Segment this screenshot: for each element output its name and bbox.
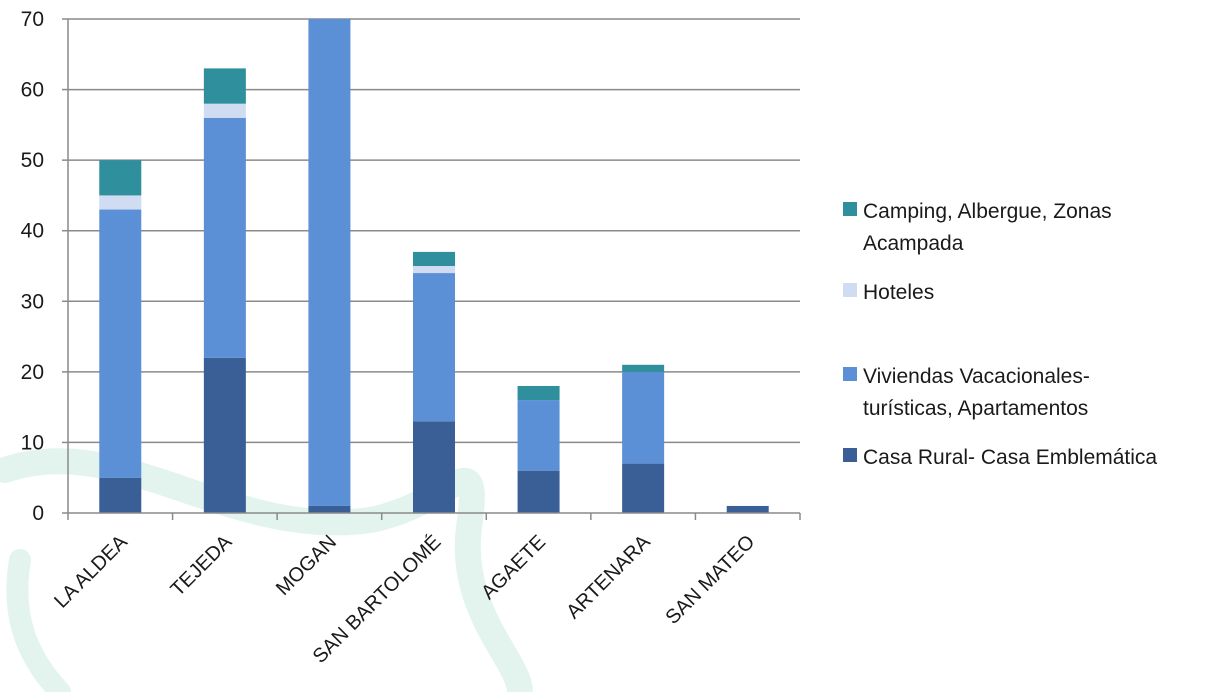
axes [62, 18, 801, 520]
bar-artenara-camping-albergue-zonas-acampada [622, 364, 665, 372]
legend-swatch-casa-rural [843, 448, 857, 462]
x-tick-label: MOGAN [272, 531, 341, 600]
x-tick-label: TEJEDA [167, 531, 237, 601]
legend-swatch-camping [843, 202, 857, 216]
y-tick-label: 50 [21, 149, 44, 172]
y-tick-label: 60 [21, 79, 44, 102]
bar-san-bartolome-hoteles [413, 266, 455, 274]
bar-mogan-viviendas-vacacionales-turisticas-apartamentos [308, 19, 351, 506]
legend-item-camping: Camping, Albergue, Zonas Acampada [843, 196, 1112, 260]
bar-tejeda-casa-rural-casa-emblematica [203, 357, 246, 513]
bar-agaete-casa-rural-casa-emblematica [517, 470, 560, 513]
bar-san-bartolome-camping-albergue-zonas-acampada [413, 251, 455, 266]
legend-label-viviendas: Viviendas Vacacionales- turísticas, Apar… [863, 365, 1090, 420]
bar-la-aldea-viviendas-vacacionales-turisticas-apartamentos [99, 209, 142, 478]
legend-swatch-viviendas [843, 367, 857, 381]
legend-label-hoteles: Hoteles [863, 281, 935, 304]
bar-la-aldea-hoteles [99, 195, 142, 210]
bars [99, 19, 769, 513]
legend-label-camping: Camping, Albergue, Zonas Acampada [863, 200, 1112, 255]
x-tick-label: ARTENARA [562, 531, 655, 624]
bar-artenara-viviendas-vacacionales-turisticas-apartamentos [622, 371, 665, 464]
bar-san-bartolome-viviendas-vacacionales-turisticas-apartamentos [413, 273, 455, 422]
legend-label-casa-rural: Casa Rural- Casa Emblemática [863, 446, 1158, 469]
bar-agaete-viviendas-vacacionales-turisticas-apartamentos [517, 400, 560, 471]
x-tick-label: SAN MATEO [661, 531, 759, 629]
legend-item-viviendas: Viviendas Vacacionales- turísticas, Apar… [843, 361, 1090, 425]
bar-tejeda-viviendas-vacacionales-turisticas-apartamentos [203, 117, 246, 358]
watermark-stroke [6, 549, 71, 692]
bar-artenara-casa-rural-casa-emblematica [622, 463, 665, 513]
bar-agaete-camping-albergue-zonas-acampada [517, 385, 560, 401]
y-tick-label: 40 [21, 220, 44, 243]
bar-la-aldea-camping-albergue-zonas-acampada [99, 160, 142, 196]
y-tick-labels: 0 10 20 30 40 50 60 70 [21, 8, 44, 525]
y-tick-label: 20 [21, 361, 44, 384]
y-tick-label: 30 [21, 290, 44, 313]
legend-item-hoteles: Hoteles [843, 277, 934, 309]
bar-tejeda-camping-albergue-zonas-acampada [203, 68, 246, 104]
x-tick-label: AGAETE [477, 531, 550, 604]
legend-swatch-hoteles [843, 283, 857, 297]
bar-san-bartolome-casa-rural-casa-emblematica [413, 421, 455, 513]
bar-tejeda-hoteles [203, 103, 246, 118]
y-tick-label: 0 [32, 502, 44, 525]
bar-la-aldea-casa-rural-casa-emblematica [99, 477, 142, 513]
bar-mogan-casa-rural-casa-emblematica [308, 505, 351, 513]
x-tick-label: LA ALDEA [50, 531, 132, 613]
legend-item-casa-rural: Casa Rural- Casa Emblemática [843, 442, 1157, 474]
y-tick-label: 70 [21, 8, 44, 31]
y-tick-label: 10 [21, 431, 44, 454]
bar-san-mateo-casa-rural-casa-emblematica [726, 505, 769, 513]
